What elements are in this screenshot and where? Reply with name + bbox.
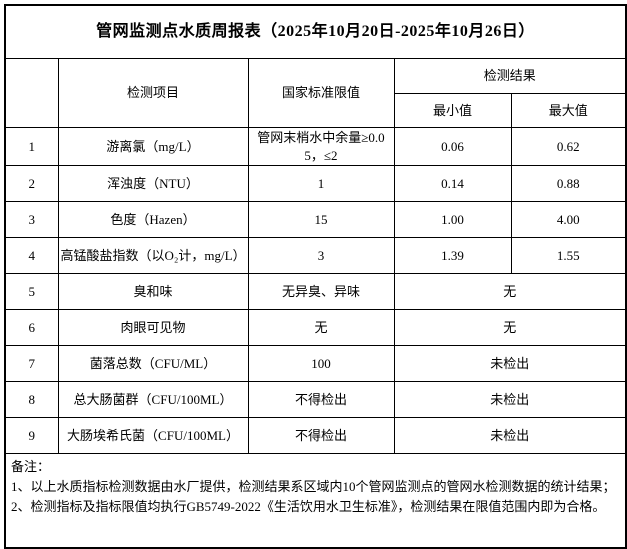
item-cell: 臭和味 <box>57 273 249 311</box>
standard-cell: 无异臭、异味 <box>247 273 395 311</box>
table-row: 2 浑浊度（NTU） 1 0.14 0.88 <box>4 165 627 203</box>
row-index-cell: 9 <box>4 417 59 455</box>
col-header-min: 最小值 <box>393 93 512 128</box>
title-row: 管网监测点水质周报表（2025年10月20日-2025年10月26日） <box>4 4 627 59</box>
notes-cell: 备注： 1、以上水质指标检测数据由水厂提供，检测结果系区域内10个管网监测点的管… <box>4 453 627 549</box>
water-quality-report-table: 管网监测点水质周报表（2025年10月20日-2025年10月26日） 检测项目… <box>4 4 627 549</box>
result-cell: 无 <box>393 309 627 347</box>
standard-cell: 管网末梢水中余量≥0.05，≤2 <box>247 126 395 167</box>
table-row: 3 色度（Hazen） 15 1.00 4.00 <box>4 201 627 239</box>
standard-cell: 不得检出 <box>247 381 395 419</box>
min-value-cell: 0.06 <box>393 126 512 167</box>
col-header-max: 最大值 <box>510 93 627 128</box>
row-index-cell: 3 <box>4 201 59 239</box>
notes-line-2: 2、检测指标及指标限值均执行GB5749-2022《生活饮用水卫生标准》，检测结… <box>11 499 606 515</box>
item-cell: 色度（Hazen） <box>57 201 249 239</box>
header-row-sub: 最小值 最大值 <box>5 93 627 128</box>
table-row: 6 肉眼可见物 无 无 <box>4 309 627 347</box>
col-header-result-group: 检测结果 <box>393 58 627 94</box>
standard-cell: 15 <box>247 201 395 239</box>
row-index-cell: 5 <box>4 273 59 311</box>
notes-row: 备注： 1、以上水质指标检测数据由水厂提供，检测结果系区域内10个管网监测点的管… <box>4 453 627 549</box>
max-value-cell: 0.88 <box>510 165 627 203</box>
table-row: 5 臭和味 无异臭、异味 无 <box>4 273 627 311</box>
col-header-standard: 国家标准限值 <box>247 58 395 128</box>
item-cell: 大肠埃希氏菌（CFU/100ML） <box>57 417 249 455</box>
notes-label: 备注： <box>11 459 51 475</box>
item-cell: 浑浊度（NTU） <box>57 165 249 203</box>
table-row: 7 菌落总数（CFU/ML） 100 未检出 <box>4 345 627 383</box>
row-index-cell: 1 <box>4 126 59 167</box>
min-value-cell: 0.14 <box>393 165 512 203</box>
table-row: 9 大肠埃希氏菌（CFU/100ML） 不得检出 未检出 <box>4 417 627 455</box>
header-row-top: 检测项目 国家标准限值 检测结果 <box>4 58 627 128</box>
col-header-index <box>4 58 59 128</box>
table-row: 1 游离氯（mg/L） 管网末梢水中余量≥0.05，≤2 0.06 0.62 <box>4 126 627 167</box>
standard-cell: 1 <box>247 165 395 203</box>
row-index-cell: 6 <box>4 309 59 347</box>
notes-block: 备注： 1、以上水质指标检测数据由水厂提供，检测结果系区域内10个管网监测点的管… <box>11 457 620 517</box>
standard-cell: 3 <box>247 237 395 275</box>
item-cell: 高锰酸盐指数（以O₂计，mg/L） <box>57 237 249 275</box>
result-cell: 无 <box>393 273 627 311</box>
standard-cell: 不得检出 <box>247 417 395 455</box>
page-title: 管网监测点水质周报表（2025年10月20日-2025年10月26日） <box>4 4 627 59</box>
notes-line-1: 1、以上水质指标检测数据由水厂提供，检测结果系区域内10个管网监测点的管网水检测… <box>11 479 616 495</box>
max-value-cell: 4.00 <box>510 201 627 239</box>
col-header-item: 检测项目 <box>57 58 249 128</box>
row-index-cell: 8 <box>4 381 59 419</box>
result-cell: 未检出 <box>393 345 627 383</box>
min-value-cell: 1.00 <box>393 201 512 239</box>
row-index-cell: 4 <box>4 237 59 275</box>
table-row: 4 高锰酸盐指数（以O₂计，mg/L） 3 1.39 1.55 <box>4 237 627 275</box>
max-value-cell: 1.55 <box>510 237 627 275</box>
report-page: 管网监测点水质周报表（2025年10月20日-2025年10月26日） 检测项目… <box>4 4 627 549</box>
item-cell: 总大肠菌群（CFU/100ML） <box>57 381 249 419</box>
item-cell: 肉眼可见物 <box>57 309 249 347</box>
table-row: 8 总大肠菌群（CFU/100ML） 不得检出 未检出 <box>4 381 627 419</box>
row-index-cell: 2 <box>4 165 59 203</box>
row-index-cell: 7 <box>4 345 59 383</box>
max-value-cell: 0.62 <box>510 126 627 167</box>
result-cell: 未检出 <box>393 381 627 419</box>
item-cell: 菌落总数（CFU/ML） <box>57 345 249 383</box>
item-cell: 游离氯（mg/L） <box>57 126 249 167</box>
result-cell: 未检出 <box>393 417 627 455</box>
standard-cell: 无 <box>247 309 395 347</box>
standard-cell: 100 <box>247 345 395 383</box>
min-value-cell: 1.39 <box>393 237 512 275</box>
